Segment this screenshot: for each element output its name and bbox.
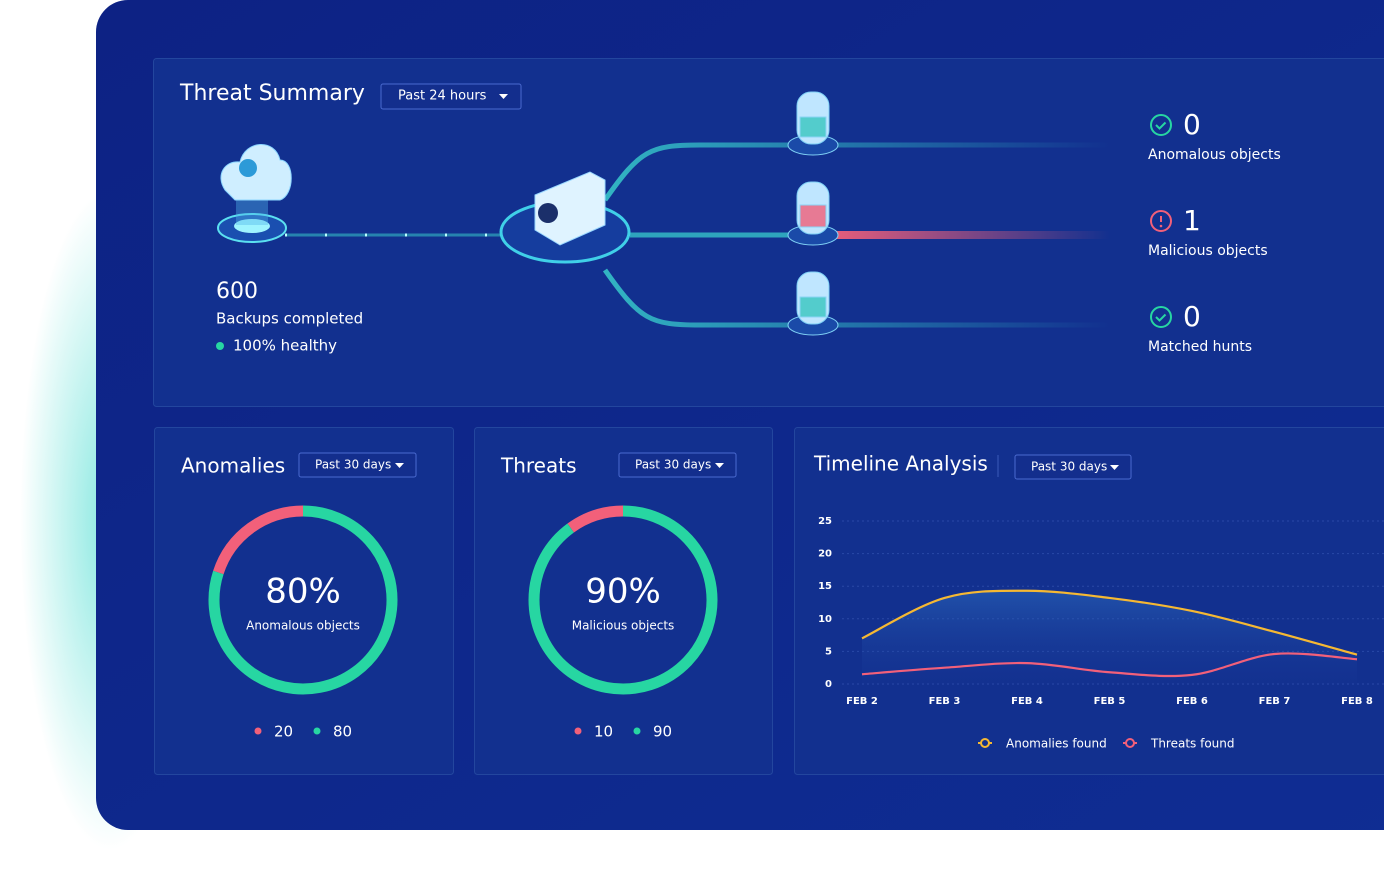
range-dropdown[interactable]: Past 24 hours	[381, 84, 521, 109]
legend-value: 80	[333, 723, 352, 741]
x-tick-label: FEB 3	[929, 696, 961, 707]
center-caption: Malicious objects	[572, 619, 675, 633]
y-tick-label: 0	[825, 679, 832, 690]
legend-dot	[575, 728, 582, 735]
x-tick-label: FEB 2	[846, 696, 878, 707]
range-label: Past 30 days	[315, 458, 391, 472]
backup-count: 600	[216, 279, 258, 304]
center-value: 80%	[265, 572, 341, 612]
legend-value: 90	[653, 723, 672, 741]
legend-dot	[314, 728, 321, 735]
card-title: Threats	[500, 454, 577, 478]
stat-label: Matched hunts	[1148, 339, 1252, 355]
legend-label: Threats found	[1150, 737, 1235, 751]
legend-dot	[634, 728, 641, 735]
stat-value: 0	[1183, 108, 1201, 141]
range-dropdown[interactable]: Past 30 days	[299, 453, 416, 477]
stat-label: Anomalous objects	[1148, 147, 1281, 163]
y-tick-label: 20	[818, 549, 832, 560]
health-dot	[216, 342, 224, 350]
legend-label: Anomalies found	[1006, 737, 1107, 751]
range-dropdown[interactable]: Past 30 days	[619, 453, 736, 477]
card-title: Anomalies	[181, 454, 285, 478]
range-dropdown[interactable]: Past 30 days	[1015, 455, 1131, 479]
legend-marker	[1126, 739, 1134, 747]
range-label: Past 24 hours	[398, 89, 487, 104]
y-tick-label: 15	[818, 581, 832, 592]
legend-value: 20	[274, 723, 293, 741]
x-tick-label: FEB 7	[1259, 696, 1291, 707]
legend-value: 10	[594, 723, 613, 741]
card-title: Timeline Analysis	[813, 452, 988, 476]
range-label: Past 30 days	[635, 458, 711, 472]
stat-label: Malicious objects	[1148, 243, 1268, 259]
x-tick-label: FEB 6	[1176, 696, 1208, 707]
x-tick-label: FEB 8	[1341, 696, 1373, 707]
legend-marker	[981, 739, 989, 747]
summary-title: Threat Summary	[179, 81, 365, 106]
x-tick-label: FEB 5	[1094, 696, 1126, 707]
center-value: 90%	[585, 572, 661, 612]
y-tick-label: 10	[818, 614, 832, 625]
legend-dot	[255, 728, 262, 735]
stat-value: 1	[1183, 204, 1201, 237]
range-label: Past 30 days	[1031, 460, 1107, 474]
backup-label: Backups completed	[216, 310, 363, 328]
center-caption: Anomalous objects	[246, 619, 360, 633]
health-label: 100% healthy	[233, 337, 337, 355]
status-icon-mark	[1160, 225, 1163, 228]
y-tick-label: 25	[818, 516, 832, 527]
y-tick-label: 5	[825, 646, 832, 657]
x-tick-label: FEB 4	[1011, 696, 1043, 707]
stat-value: 0	[1183, 300, 1201, 333]
